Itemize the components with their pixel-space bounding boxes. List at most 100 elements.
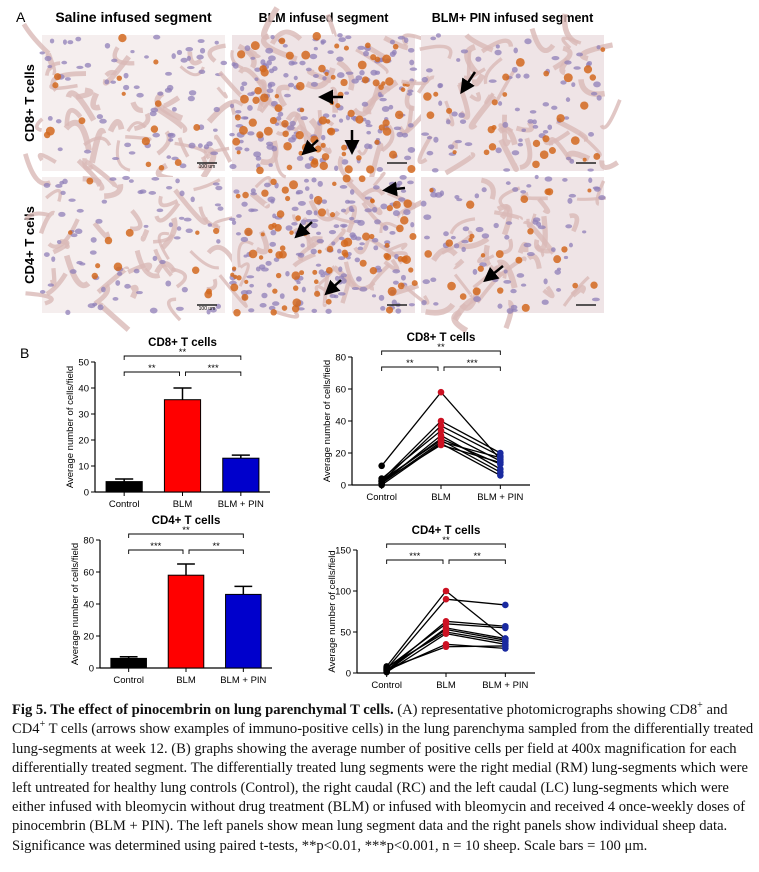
- positive-cell: [563, 73, 573, 83]
- scale-label: 100 um: [199, 306, 216, 312]
- tissue-strand: [63, 254, 91, 289]
- nucleus: [426, 135, 433, 140]
- nucleus: [378, 294, 385, 301]
- nucleus: [562, 177, 568, 182]
- arrow: [460, 71, 477, 95]
- nucleus: [305, 209, 313, 216]
- positive-cell: [330, 74, 336, 80]
- positive-cell: [515, 256, 523, 264]
- tissue-strand: [565, 150, 591, 162]
- nucleus: [67, 40, 74, 45]
- positive-cell: [355, 115, 364, 124]
- positive-cell: [483, 149, 490, 156]
- nucleus: [329, 294, 337, 299]
- positive-cell: [320, 142, 326, 148]
- positive-cell: [244, 279, 249, 284]
- tissue-strand: [237, 240, 254, 268]
- nucleus: [304, 186, 310, 191]
- tissue-strand: [230, 99, 244, 116]
- nucleus: [215, 185, 223, 191]
- positive-cell: [366, 165, 375, 174]
- tissue-strand: [483, 57, 503, 85]
- tissue-strand: [254, 176, 272, 189]
- nucleus: [396, 131, 404, 138]
- nucleus: [241, 201, 248, 207]
- nucleus: [544, 176, 553, 182]
- nucleus: [502, 121, 509, 128]
- nucleus: [180, 57, 188, 63]
- y-tick-label: 50: [340, 628, 351, 639]
- positive-cell: [589, 74, 597, 81]
- nucleus: [556, 267, 562, 271]
- positive-cell: [408, 267, 414, 273]
- significance-bracket: [381, 366, 439, 371]
- nucleus: [47, 283, 54, 287]
- tissue-strand: [129, 209, 143, 232]
- row-label: CD4+ T cells: [22, 206, 37, 284]
- nucleus: [220, 60, 228, 66]
- nucleus: [272, 213, 277, 219]
- positive-cell: [237, 50, 246, 59]
- tissue-strand: [386, 242, 408, 253]
- tissue-strand: [25, 291, 54, 306]
- positive-cell: [313, 279, 319, 285]
- nucleus: [481, 233, 490, 239]
- nucleus: [420, 200, 427, 207]
- nucleus: [421, 76, 429, 83]
- tissue-strand: [245, 47, 261, 58]
- positive-cell: [572, 282, 579, 289]
- nucleus: [322, 76, 327, 81]
- positive-cell: [502, 73, 510, 81]
- nucleus: [407, 89, 414, 93]
- positive-cell: [205, 288, 212, 295]
- tissue-strand: [498, 138, 519, 172]
- nucleus: [299, 60, 306, 66]
- nucleus: [505, 221, 513, 225]
- nucleus: [128, 151, 136, 155]
- significance-bracket: [448, 559, 506, 564]
- nucleus: [445, 119, 451, 125]
- nucleus: [157, 91, 164, 96]
- nucleus: [186, 65, 195, 70]
- column-header: Saline infused segment: [55, 9, 212, 25]
- tissue-strand: [515, 120, 535, 133]
- significance-bracket: [386, 543, 506, 548]
- nucleus: [203, 144, 210, 150]
- positive-cell: [235, 193, 241, 199]
- y-tick-label: 30: [78, 410, 89, 421]
- x-tick-label: BLM: [431, 492, 451, 503]
- arrow: [301, 139, 319, 156]
- nucleus: [532, 124, 539, 129]
- nucleus: [359, 286, 368, 292]
- nucleus: [474, 193, 480, 199]
- positive-cell: [580, 101, 589, 110]
- positive-cell: [242, 191, 249, 199]
- positive-cell: [104, 236, 113, 245]
- data-point: [497, 454, 504, 462]
- nucleus: [51, 256, 56, 262]
- nucleus: [537, 225, 546, 230]
- positive-cell: [285, 195, 291, 202]
- nucleus: [565, 97, 571, 103]
- positive-cell: [244, 227, 253, 237]
- panel-label: B: [20, 345, 29, 361]
- nucleus: [301, 286, 306, 293]
- data-point: [442, 630, 450, 637]
- y-tick-label: 40: [335, 417, 346, 428]
- tissue-strand: [207, 43, 226, 63]
- nucleus: [339, 185, 348, 189]
- significance-bracket: [128, 533, 244, 538]
- nucleus: [61, 60, 68, 65]
- tissue-strand: [157, 231, 170, 260]
- nucleus: [542, 130, 549, 134]
- positive-cell: [400, 216, 409, 225]
- positive-cell: [423, 92, 432, 101]
- positive-cell: [340, 78, 348, 87]
- nucleus: [391, 299, 397, 306]
- tissue-strand: [383, 35, 409, 51]
- significance-bracket: [185, 371, 242, 376]
- positive-cell: [381, 81, 386, 86]
- nucleus: [39, 51, 46, 55]
- nucleus: [488, 79, 497, 83]
